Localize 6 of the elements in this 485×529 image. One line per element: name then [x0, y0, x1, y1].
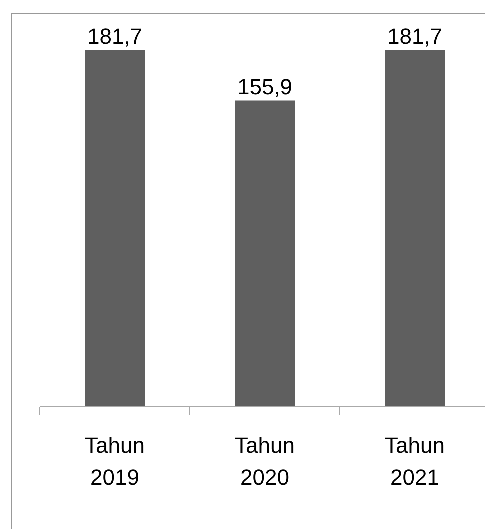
x-tick-label: Tahun 2020 — [235, 433, 295, 490]
data-label: 155,9 — [237, 74, 293, 100]
x-tick-label: Tahun 2019 — [85, 433, 145, 490]
x-tick-label: Tahun 2021 — [385, 433, 445, 490]
data-label: 181,7 — [87, 24, 143, 49]
data-label: 181,7 — [387, 24, 443, 49]
